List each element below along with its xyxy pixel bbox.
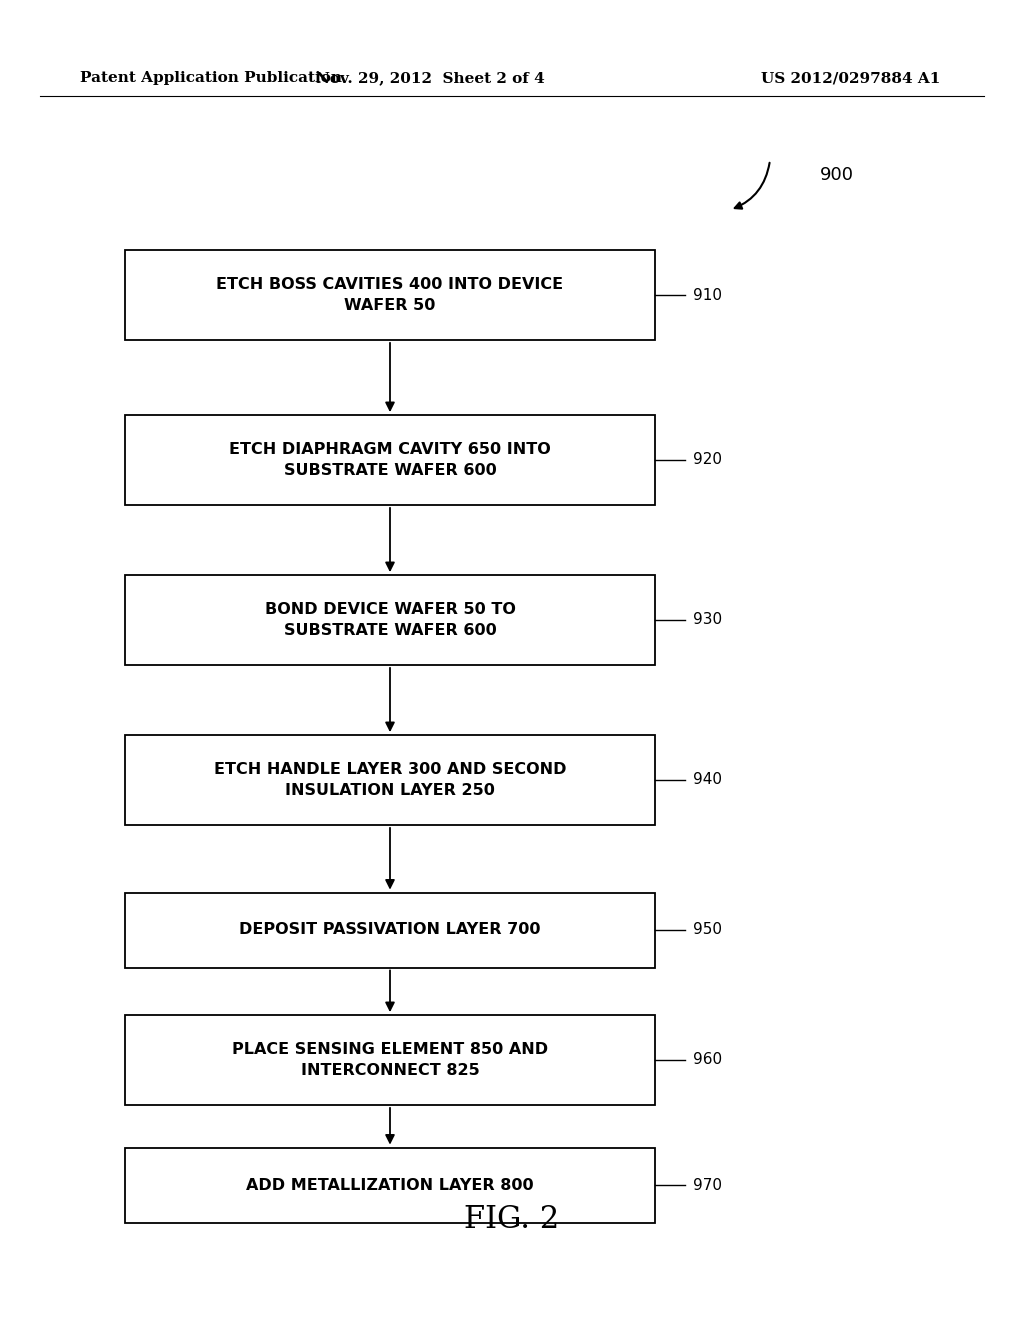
Text: BOND DEVICE WAFER 50 TO
SUBSTRATE WAFER 600: BOND DEVICE WAFER 50 TO SUBSTRATE WAFER … bbox=[264, 602, 515, 638]
Text: 950: 950 bbox=[693, 923, 722, 937]
Text: PLACE SENSING ELEMENT 850 AND
INTERCONNECT 825: PLACE SENSING ELEMENT 850 AND INTERCONNE… bbox=[232, 1041, 548, 1078]
Text: ETCH HANDLE LAYER 300 AND SECOND
INSULATION LAYER 250: ETCH HANDLE LAYER 300 AND SECOND INSULAT… bbox=[214, 762, 566, 799]
Bar bbox=[125, 414, 655, 506]
Bar bbox=[125, 1147, 655, 1222]
Text: 910: 910 bbox=[693, 288, 722, 302]
Text: ADD METALLIZATION LAYER 800: ADD METALLIZATION LAYER 800 bbox=[246, 1177, 534, 1192]
Bar bbox=[125, 892, 655, 968]
Text: 900: 900 bbox=[820, 166, 854, 183]
Bar bbox=[125, 735, 655, 825]
Text: Patent Application Publication: Patent Application Publication bbox=[80, 71, 342, 84]
Text: Nov. 29, 2012  Sheet 2 of 4: Nov. 29, 2012 Sheet 2 of 4 bbox=[315, 71, 545, 84]
Bar bbox=[125, 1015, 655, 1105]
Text: 970: 970 bbox=[693, 1177, 722, 1192]
Text: 940: 940 bbox=[693, 772, 722, 788]
Text: 930: 930 bbox=[693, 612, 722, 627]
Text: 920: 920 bbox=[693, 453, 722, 467]
Bar bbox=[125, 576, 655, 665]
Text: ETCH DIAPHRAGM CAVITY 650 INTO
SUBSTRATE WAFER 600: ETCH DIAPHRAGM CAVITY 650 INTO SUBSTRATE… bbox=[229, 442, 551, 478]
Text: FIG. 2: FIG. 2 bbox=[464, 1204, 560, 1236]
Text: DEPOSIT PASSIVATION LAYER 700: DEPOSIT PASSIVATION LAYER 700 bbox=[240, 923, 541, 937]
Text: US 2012/0297884 A1: US 2012/0297884 A1 bbox=[761, 71, 940, 84]
Text: 960: 960 bbox=[693, 1052, 722, 1068]
Bar bbox=[125, 249, 655, 341]
Text: ETCH BOSS CAVITIES 400 INTO DEVICE
WAFER 50: ETCH BOSS CAVITIES 400 INTO DEVICE WAFER… bbox=[216, 277, 563, 313]
